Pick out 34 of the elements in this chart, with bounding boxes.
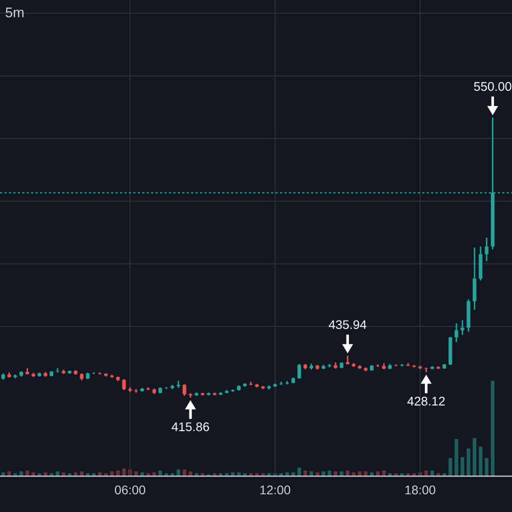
bar [454, 438, 458, 476]
candlestick [424, 366, 428, 373]
bar [490, 380, 494, 476]
bar [188, 471, 192, 476]
bar [334, 471, 338, 476]
bar [116, 470, 120, 476]
bar [328, 470, 332, 476]
bar [122, 468, 126, 476]
bar [460, 457, 464, 476]
candlestick [460, 319, 464, 336]
bar [466, 448, 470, 476]
annotation: 415.86 [172, 422, 210, 432]
bar [56, 471, 60, 476]
x-tick-label: 18:00 [405, 486, 436, 494]
bar [478, 446, 482, 476]
bar [472, 438, 476, 476]
annotation: 428.12 [407, 396, 445, 406]
annotation: 435.94 [328, 320, 366, 330]
candlestick [454, 322, 458, 343]
bar [322, 471, 326, 476]
candlestick [182, 384, 186, 396]
candlestick [176, 380, 180, 389]
x-tick-label: 06:00 [114, 486, 146, 494]
candlestick [472, 246, 476, 310]
bar [484, 458, 488, 476]
x-tick-label: 12:00 [260, 486, 290, 494]
chart-title: 5m [6, 8, 24, 18]
bar [182, 469, 186, 476]
candlestick [484, 237, 488, 262]
bar [297, 468, 302, 476]
candlestick [122, 378, 126, 391]
candlestick [297, 363, 302, 380]
bar [448, 458, 452, 476]
text: 550.00 [474, 82, 512, 91]
